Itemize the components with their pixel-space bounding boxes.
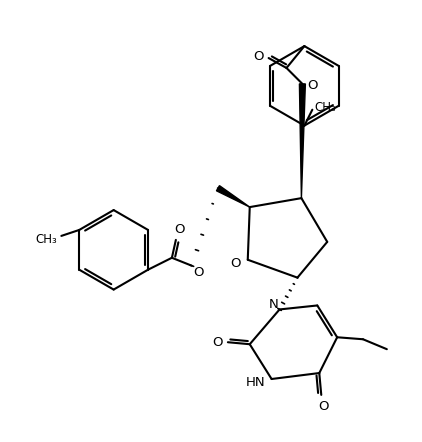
Text: N: N	[269, 298, 279, 311]
Text: O: O	[213, 336, 223, 349]
Polygon shape	[300, 84, 306, 198]
Text: O: O	[318, 400, 328, 413]
Text: O: O	[307, 80, 318, 92]
Text: HN: HN	[246, 377, 265, 389]
Text: O: O	[193, 266, 204, 279]
Text: O: O	[254, 50, 264, 63]
Text: O: O	[175, 224, 185, 236]
Text: O: O	[230, 257, 241, 270]
Text: CH₃: CH₃	[35, 233, 57, 246]
Text: CH₃: CH₃	[314, 101, 336, 114]
Polygon shape	[216, 186, 250, 207]
